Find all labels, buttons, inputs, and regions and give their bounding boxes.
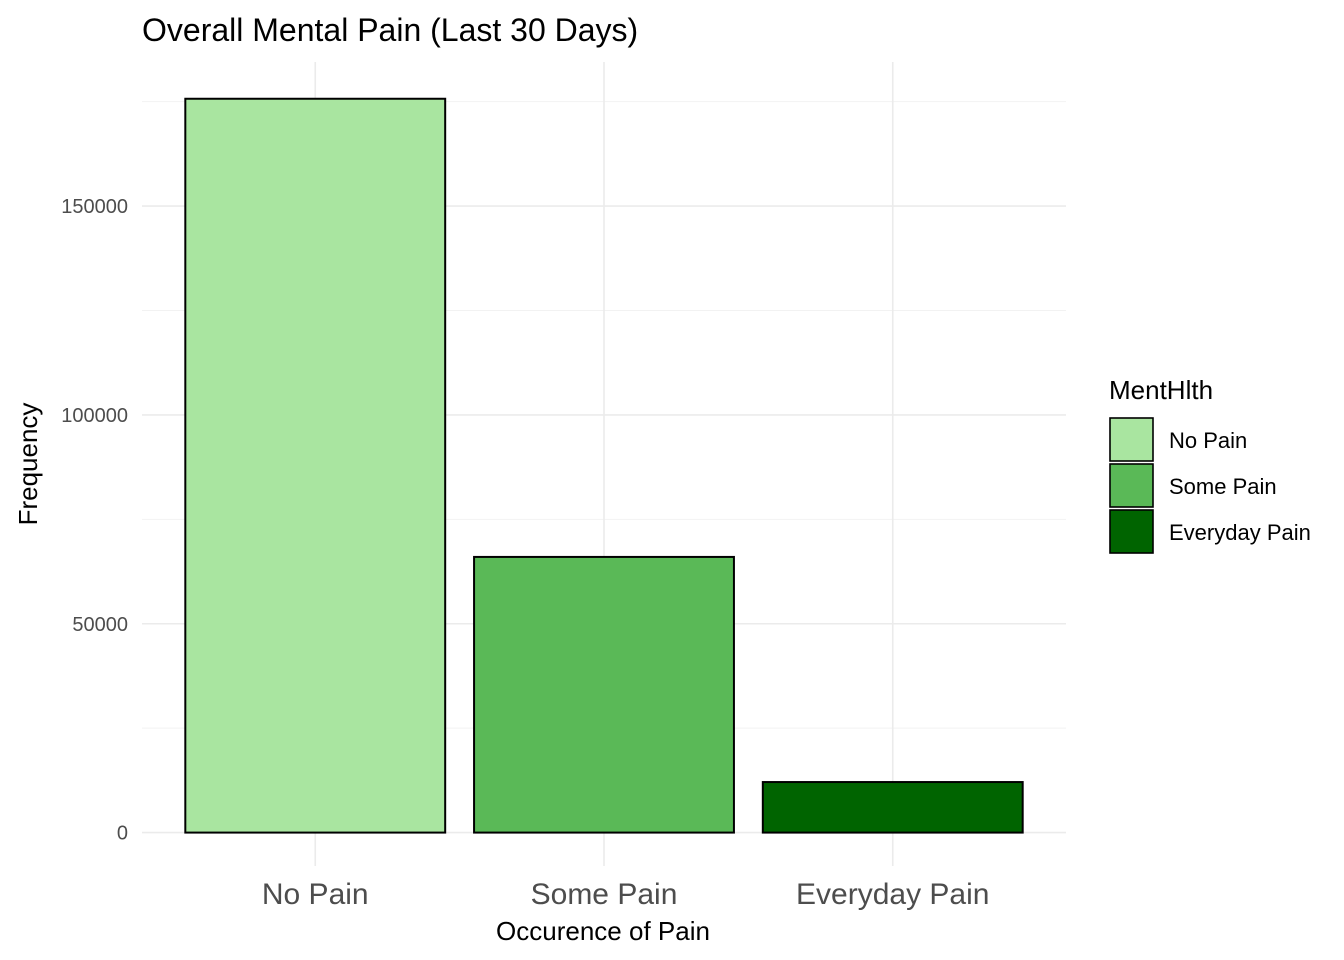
- legend: MentHlth No Pain Some Pain Everyday Pain: [1109, 375, 1311, 554]
- bar-some-pain: [473, 555, 735, 834]
- legend-label-no-pain: No Pain: [1169, 428, 1247, 453]
- legend-key-some-pain: [1109, 463, 1154, 508]
- x-tick-label: No Pain: [262, 878, 369, 911]
- y-axis-title: Frequency: [13, 403, 43, 526]
- y-tick-label: 100000: [61, 405, 128, 427]
- y-tick-label: 50000: [72, 614, 128, 636]
- chart-title: Overall Mental Pain (Last 30 Days): [142, 12, 638, 48]
- bar-everyday-pain: [761, 781, 1024, 834]
- legend-label-everyday-pain: Everyday Pain: [1169, 520, 1311, 545]
- x-axis-ticks: No Pain Some Pain Everyday Pain: [262, 878, 990, 911]
- y-tick-label: 0: [117, 823, 128, 845]
- y-tick-label: 150000: [61, 196, 128, 218]
- legend-label-some-pain: Some Pain: [1169, 474, 1277, 499]
- x-axis-title: Occurence of Pain: [496, 916, 710, 946]
- legend-key-no-pain: [1109, 417, 1154, 462]
- legend-title: MentHlth: [1109, 375, 1213, 405]
- y-axis-ticks: 0 50000 100000 150000: [61, 196, 128, 844]
- bars: [184, 97, 1024, 834]
- bar-no-pain: [184, 97, 447, 834]
- x-tick-label: Everyday Pain: [796, 878, 989, 911]
- legend-key-everyday-pain: [1109, 509, 1154, 554]
- x-tick-label: Some Pain: [531, 878, 678, 911]
